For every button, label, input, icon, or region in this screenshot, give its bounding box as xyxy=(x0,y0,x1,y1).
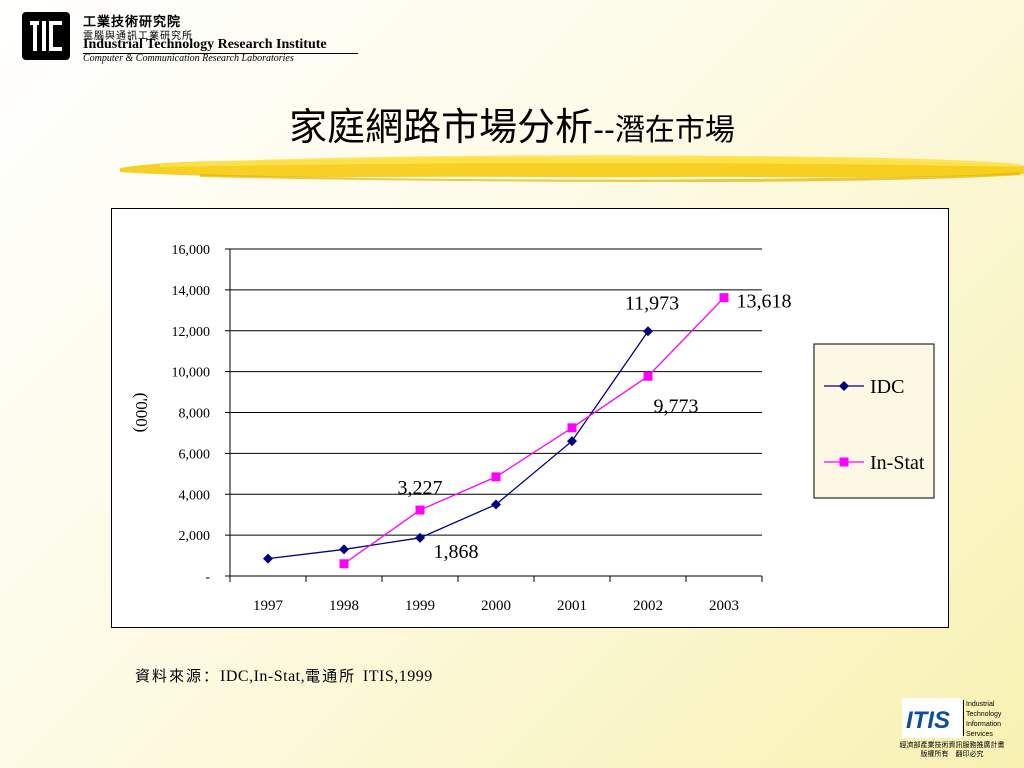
data-label: 3,227 xyxy=(398,477,443,499)
itri-logo-icon xyxy=(30,21,62,51)
itis-logo-text: ITIS xyxy=(906,707,950,734)
x-tick-label: 1999 xyxy=(405,598,435,614)
x-tick-label: 2001 xyxy=(557,598,587,614)
data-point-idc xyxy=(339,544,349,555)
itis-footer: 經濟部產業技術資訊服務推廣計畫 版權所有 翻印必究 xyxy=(880,741,1024,759)
data-point-in-stat xyxy=(415,505,425,515)
x-tick-label: 2003 xyxy=(709,598,739,614)
y-tick-label: 6,000 xyxy=(179,447,211,462)
itis-line: Industrial xyxy=(966,701,995,708)
slide-title-main: 家庭網路市場分析 xyxy=(289,105,594,149)
header-divider xyxy=(83,53,358,54)
data-point-in-stat xyxy=(491,472,501,482)
y-tick-label: 14,000 xyxy=(172,284,211,299)
itis-footer-line1: 經濟部產業技術資訊服務推廣計畫 xyxy=(899,741,1005,749)
chart-frame: - 2,000 4,000 6,000 8,000 10,000 12,000 14,000 1… xyxy=(111,208,949,628)
data-point-idc xyxy=(643,326,653,337)
source-en: IDC,In-Stat, xyxy=(220,668,306,685)
source-cn: 電通所 xyxy=(305,667,357,685)
slide-title-sub: 潛在市場 xyxy=(614,113,735,148)
data-point-idc xyxy=(415,532,425,543)
data-point-idc xyxy=(263,553,273,564)
lab-name-en: Computer & Communication Research Labora… xyxy=(83,53,294,64)
data-label: 9,773 xyxy=(654,395,699,417)
itis-line: Information xyxy=(966,721,1002,728)
source-label: 資料來源： xyxy=(135,667,221,685)
slide-title-sep: -- xyxy=(593,113,615,148)
data-point-in-stat xyxy=(719,293,729,303)
y-tick-label: 10,000 xyxy=(172,366,211,381)
slide-title: 家庭網路市場分析--潛在市場 xyxy=(0,96,1024,151)
x-tick-label: 2002 xyxy=(633,598,663,614)
line-chart: - 2,000 4,000 6,000 8,000 10,000 12,000 14,000 1… xyxy=(132,243,935,614)
x-tick-label: 1998 xyxy=(329,598,359,614)
data-label: 13,618 xyxy=(737,291,792,313)
itis-description: Industrial Technology Information Servic… xyxy=(966,700,1001,740)
series-line-idc xyxy=(267,330,649,560)
y-tick-label: 12,000 xyxy=(172,325,211,340)
y-tick-label: 4,000 xyxy=(179,488,211,503)
legend-box xyxy=(813,343,935,499)
x-tick-label: 1997 xyxy=(253,598,284,614)
legend-marker xyxy=(839,381,849,391)
y-axis-label: ('000) xyxy=(132,393,151,433)
legend-label: In-Stat xyxy=(870,452,925,474)
org-name-en: Industrial Technology Research Institute xyxy=(83,37,327,52)
data-point-idc xyxy=(491,499,501,510)
lab-name-cn: 電腦與通訊工業研究所 xyxy=(83,31,193,42)
itis-line: Technology xyxy=(966,711,1002,718)
brush-stroke-decoration xyxy=(120,155,1024,182)
data-point-in-stat xyxy=(339,559,349,569)
itis-logo-icon: ITIS xyxy=(902,698,964,738)
itis-line: Services xyxy=(966,731,993,738)
itri-logo xyxy=(22,12,70,60)
y-tick-label: 8,000 xyxy=(179,407,211,422)
org-name-cn: 工業技術研究院 xyxy=(83,15,182,30)
y-tick-label: 16,000 xyxy=(172,243,211,258)
series-line-in-stat xyxy=(343,297,725,565)
data-point-in-stat xyxy=(567,423,577,433)
data-label: 11,973 xyxy=(625,292,679,314)
data-label: 1,868 xyxy=(434,541,479,563)
data-point-idc xyxy=(567,436,577,447)
y-tick-label: - xyxy=(205,570,210,585)
data-point-in-stat xyxy=(643,371,653,381)
y-tick-label: 2,000 xyxy=(179,529,211,544)
legend-marker xyxy=(839,457,849,467)
source-en2: ITIS,1999 xyxy=(362,668,433,685)
legend-label: IDC xyxy=(870,376,904,398)
x-tick-label: 2000 xyxy=(481,598,511,614)
itis-footer-line2: 版權所有 翻印必究 xyxy=(920,750,984,758)
source-note: 資料來源：IDC,In-Stat,電通所 ITIS,1999 xyxy=(135,665,433,686)
